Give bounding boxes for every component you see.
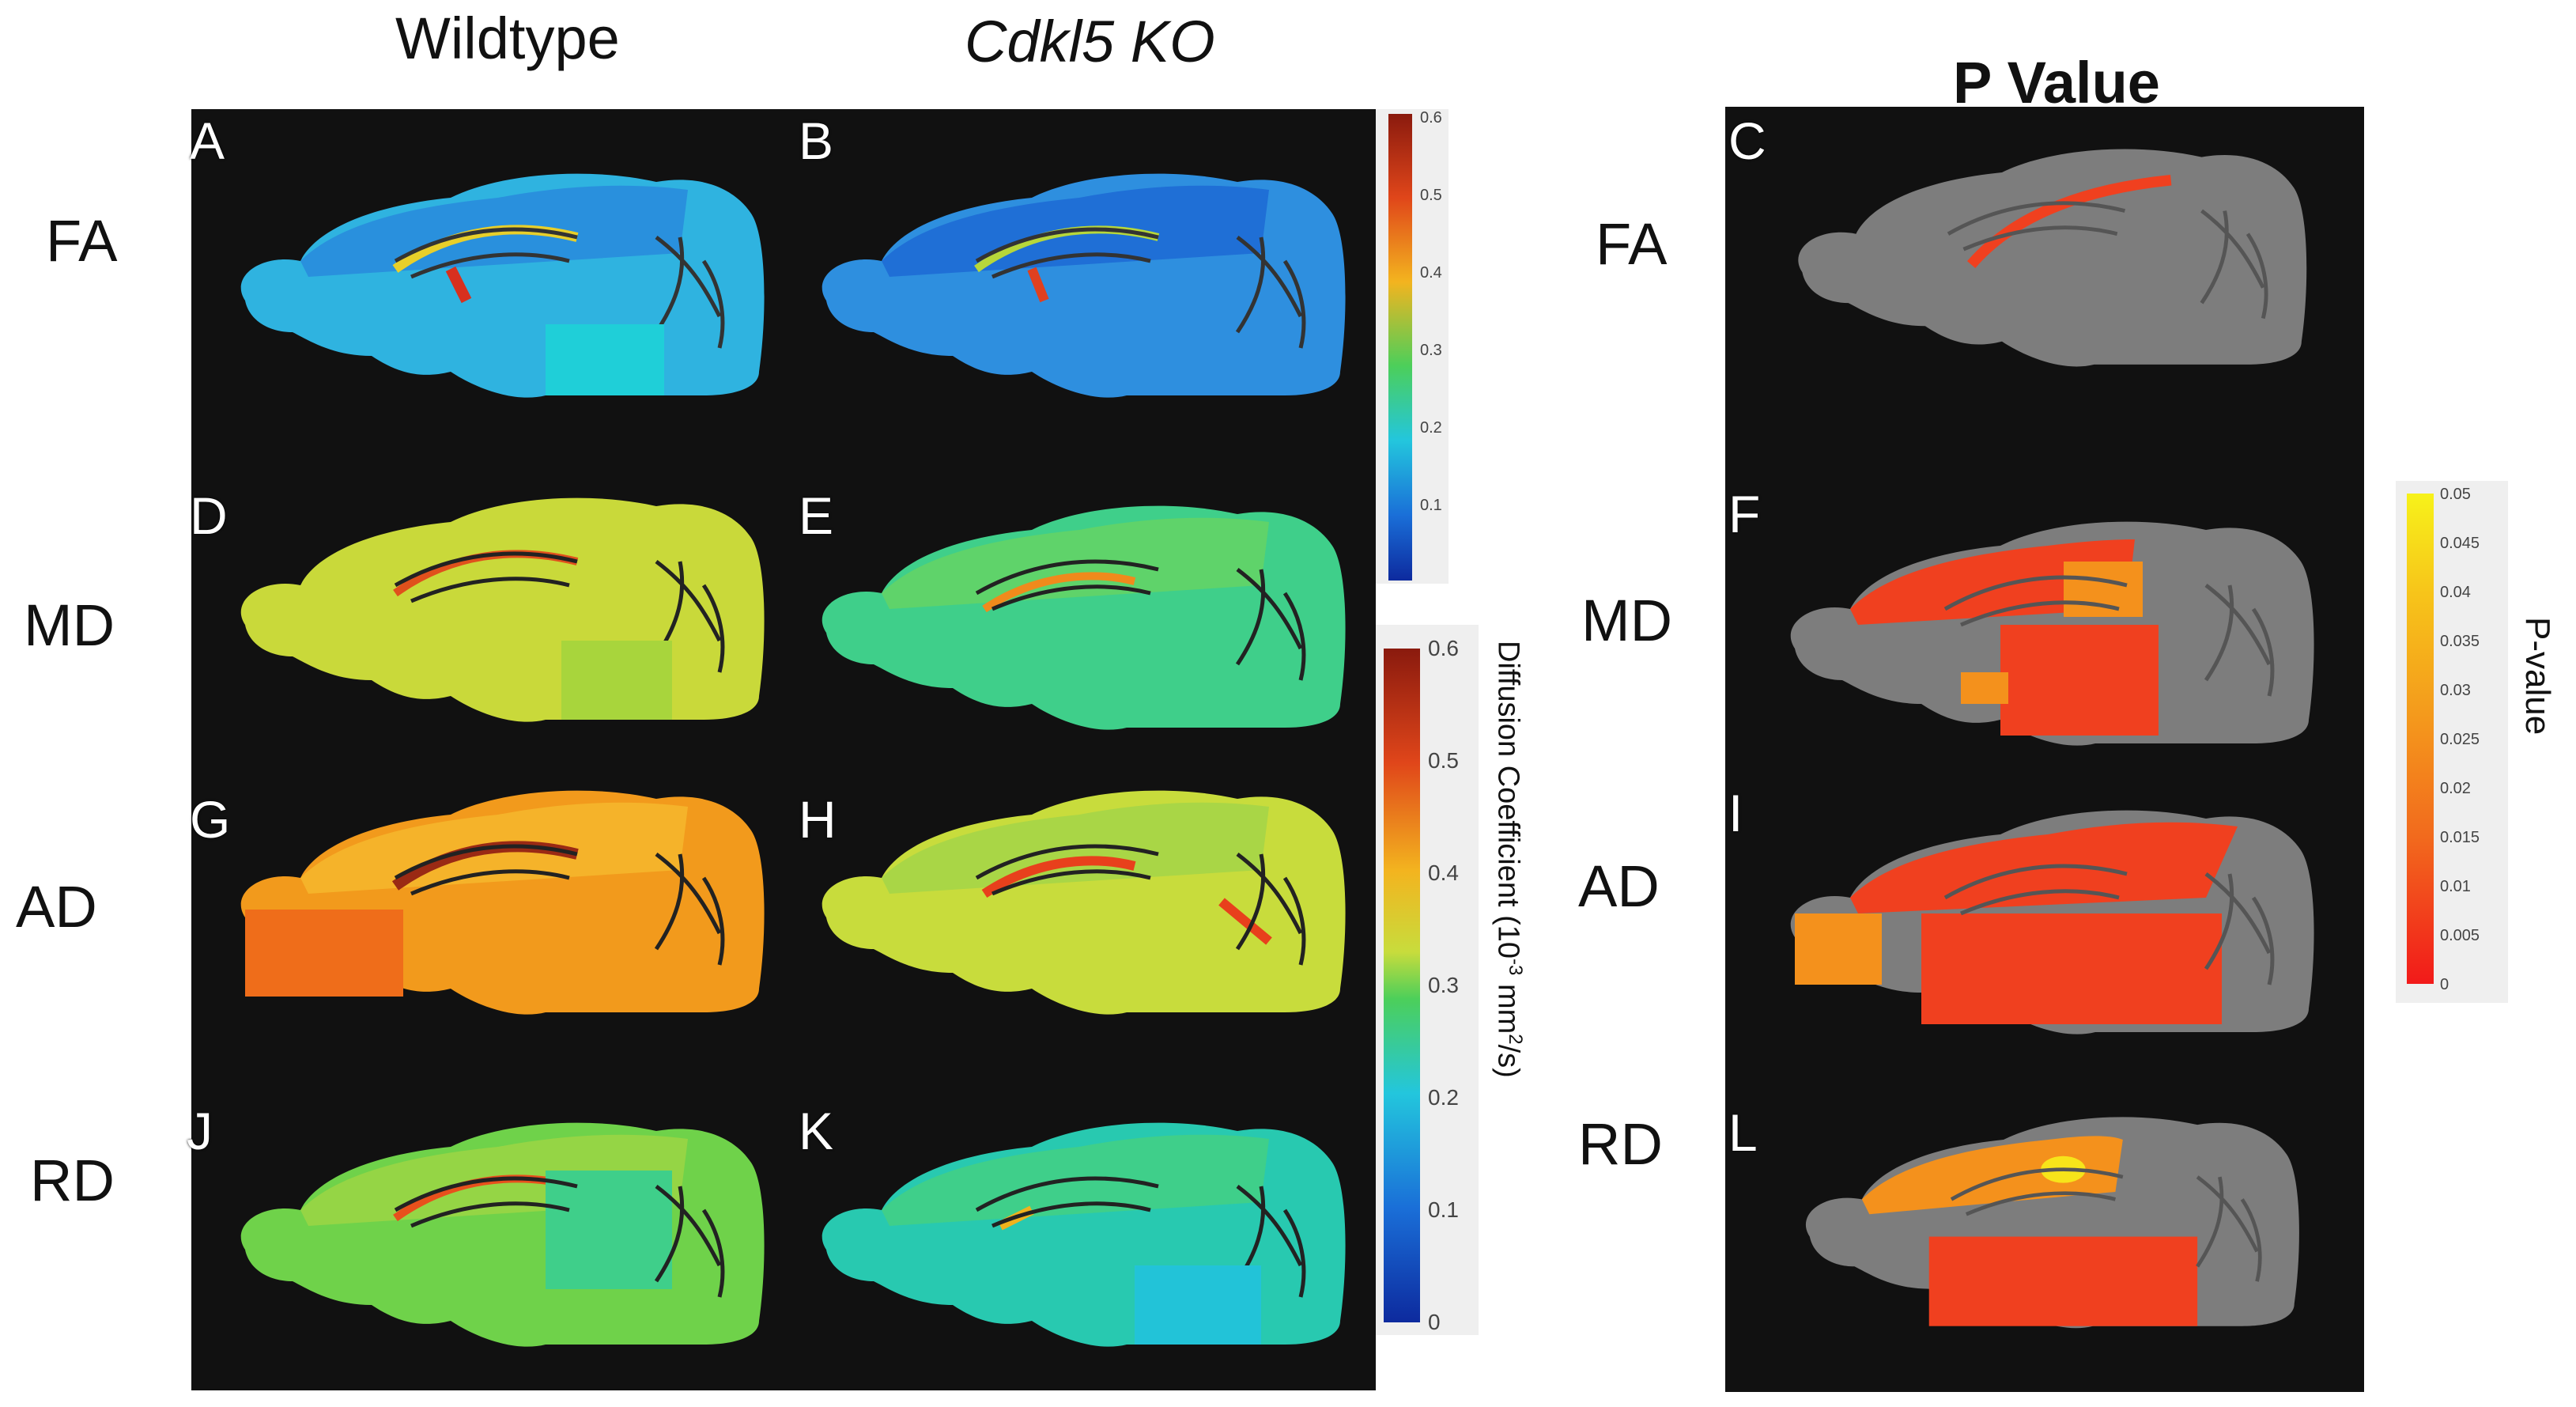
panel-c-brain bbox=[1798, 149, 2307, 367]
panel-a-brain bbox=[240, 173, 765, 398]
diffusion-title-exp2: 2 bbox=[1505, 1034, 1526, 1045]
diffusion-title-unit: mm bbox=[1491, 975, 1525, 1034]
diffusion-tick: 0.3 bbox=[1428, 973, 1459, 997]
panel-i-brain bbox=[1790, 810, 2314, 1034]
pvalue-row-label-fa: FA bbox=[1596, 211, 1668, 277]
pvalue-colorbar bbox=[2407, 494, 2434, 984]
fa-tick: 0.2 bbox=[1420, 419, 1442, 437]
panel-letter-b: B bbox=[799, 112, 834, 170]
panel-g-brain bbox=[240, 790, 765, 1015]
panel-letter-i: I bbox=[1728, 784, 1743, 842]
pvalue-tick: 0.005 bbox=[2440, 927, 2480, 944]
panel-l-brain bbox=[1805, 1117, 2299, 1329]
pvalue-tick: 0.035 bbox=[2440, 633, 2480, 650]
panel-letter-a: A bbox=[190, 112, 225, 170]
row-label-md: MD bbox=[24, 592, 115, 658]
panel-letter-f: F bbox=[1728, 485, 1761, 543]
fa-tick: 0.5 bbox=[1420, 187, 1442, 204]
pvalue-tick: 0.045 bbox=[2440, 535, 2480, 552]
panel-b-brain bbox=[822, 173, 1346, 398]
pvalue-row-label-ad: AD bbox=[1578, 853, 1660, 919]
fa-tick: 0.6 bbox=[1420, 109, 1442, 127]
row-label-ad: AD bbox=[16, 874, 97, 940]
row-label-rd: RD bbox=[30, 1148, 115, 1213]
fa-tick: 0.3 bbox=[1420, 342, 1442, 359]
panel-d-brain bbox=[240, 497, 765, 722]
panel-letter-h: H bbox=[799, 790, 837, 849]
panel-letter-d: D bbox=[190, 486, 228, 545]
panel-j-brain bbox=[240, 1122, 765, 1347]
fa-colorbar-ticks: 0.6 0.5 0.4 0.3 0.2 0.1 bbox=[1420, 109, 1452, 584]
panel-letter-g: G bbox=[190, 790, 231, 849]
pvalue-row-label-md: MD bbox=[1581, 588, 1673, 653]
panel-letter-l: L bbox=[1728, 1103, 1758, 1162]
panel-letter-c: C bbox=[1728, 112, 1766, 170]
pvalue-tick: 0.05 bbox=[2440, 486, 2471, 503]
diffusion-tick: 0.5 bbox=[1428, 748, 1459, 773]
diffusion-tick: 0.1 bbox=[1428, 1197, 1459, 1222]
pvalue-tick: 0.03 bbox=[2440, 682, 2471, 699]
diffusion-title-exp: -3 bbox=[1505, 959, 1526, 976]
wildtype-title: Wildtype bbox=[395, 6, 620, 71]
diffusion-tick: 0 bbox=[1428, 1310, 1441, 1334]
diffusion-colorbar bbox=[1384, 649, 1420, 1322]
knockout-title: Cdkl5 KO bbox=[965, 9, 1215, 74]
panel-k-brain bbox=[822, 1122, 1346, 1347]
panel-h-brain bbox=[822, 790, 1346, 1015]
diffusion-tick: 0.6 bbox=[1428, 636, 1459, 660]
panel-letter-k: K bbox=[799, 1102, 834, 1160]
pvalue-tick: 0.04 bbox=[2440, 584, 2471, 601]
diffusion-title-main: Diffusion Coefficient (10 bbox=[1491, 641, 1525, 959]
pvalue-tick: 0.015 bbox=[2440, 829, 2480, 846]
fa-colorbar-frame bbox=[1376, 109, 1449, 584]
pvalue-axis-title-box: P-value bbox=[2518, 617, 2562, 791]
diffusion-axis-title-box: Diffusion Coefficient (10-3 mm2/s) bbox=[1486, 641, 1534, 1337]
panel-letter-j: J bbox=[187, 1102, 213, 1160]
diffusion-axis-title: Diffusion Coefficient (10-3 mm2/s) bbox=[1490, 641, 1526, 1078]
pvalue-tick: 0.01 bbox=[2440, 878, 2471, 895]
fa-tick: 0.4 bbox=[1420, 264, 1442, 282]
pvalue-row-label-rd: RD bbox=[1578, 1111, 1663, 1177]
diffusion-tick: 0.4 bbox=[1428, 860, 1459, 885]
panel-f-brain bbox=[1790, 521, 2314, 746]
fa-colorbar bbox=[1388, 114, 1412, 581]
pvalue-tick: 0 bbox=[2440, 976, 2449, 993]
pvalue-title: P Value bbox=[1953, 50, 2160, 115]
pvalue-axis-title: P-value bbox=[2518, 617, 2557, 736]
row-label-fa: FA bbox=[46, 208, 118, 274]
panel-letter-e: E bbox=[799, 486, 834, 545]
diffusion-title-end: /s) bbox=[1491, 1044, 1525, 1078]
fa-tick: 0.1 bbox=[1420, 497, 1442, 514]
pvalue-tick: 0.02 bbox=[2440, 780, 2471, 797]
panel-e-brain bbox=[822, 505, 1346, 730]
pvalue-tick: 0.025 bbox=[2440, 731, 2480, 748]
diffusion-tick: 0.2 bbox=[1428, 1085, 1459, 1110]
